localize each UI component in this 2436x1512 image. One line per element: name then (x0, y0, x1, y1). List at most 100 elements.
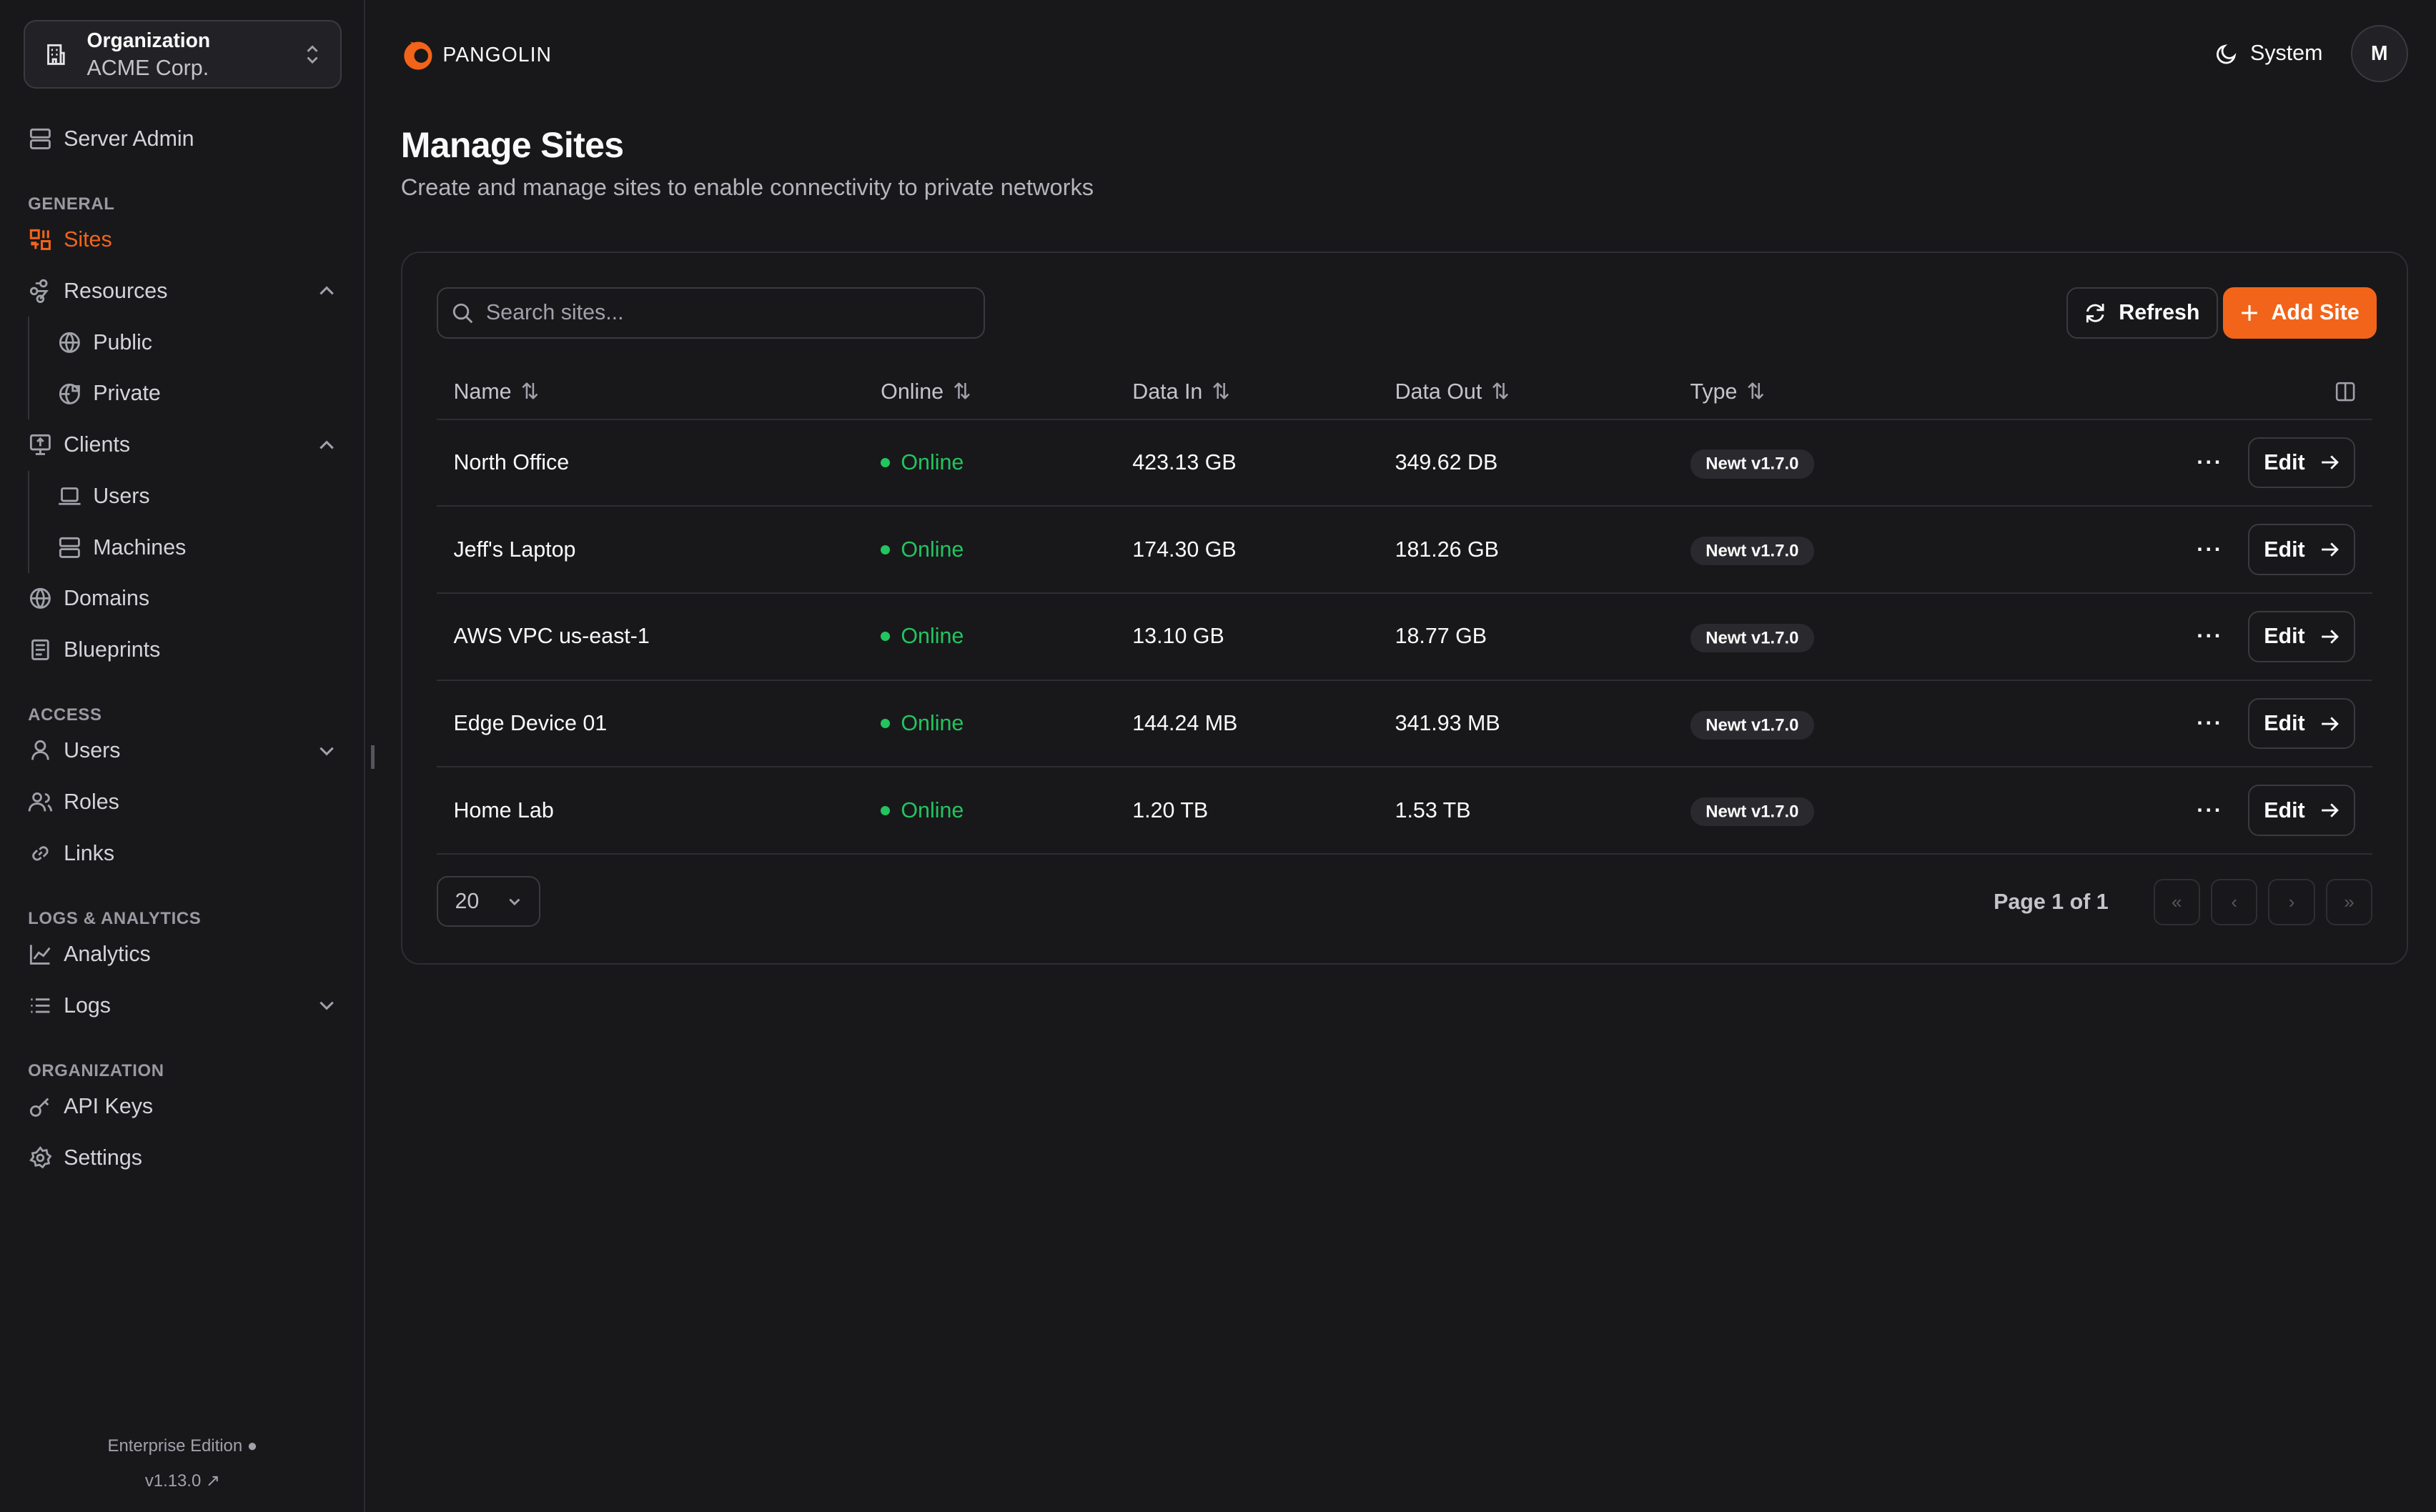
data-in: 423.13 GB (1115, 419, 1378, 507)
sites-icon (28, 227, 53, 252)
label: Users (64, 738, 121, 763)
sidebar-item-analytics[interactable]: Analytics (28, 929, 336, 980)
globe-lock-icon (57, 382, 82, 407)
sort-icon[interactable]: ⇅ (1212, 379, 1230, 404)
org-label: Organization (86, 28, 211, 51)
label: Blueprints (64, 637, 161, 662)
sidebar-item-machines[interactable]: Machines (57, 522, 335, 573)
moon-icon (2216, 43, 2237, 64)
edit-button[interactable]: Edit (2247, 437, 2355, 489)
waypoints-icon (28, 279, 53, 304)
edit-button[interactable]: Edit (2247, 524, 2355, 576)
section-general: GENERAL (28, 194, 115, 214)
chevron-down-icon[interactable] (317, 996, 336, 1015)
column-header[interactable]: Data Out ⇅ (1377, 364, 1673, 420)
chevron-down-icon[interactable] (317, 742, 336, 760)
data-out: 341.93 MB (1377, 680, 1673, 768)
sidebar-item-server-admin[interactable]: Server Admin (28, 114, 336, 165)
sidebar-item-private[interactable]: Private (57, 368, 335, 419)
search-field[interactable] (436, 287, 985, 339)
org-switcher[interactable]: Organization ACME Corp. (23, 20, 342, 89)
status-label: Online (901, 449, 964, 474)
arrow-right-icon (2320, 627, 2340, 646)
site-name: North Office (436, 419, 864, 507)
edit-label: Edit (2264, 449, 2305, 474)
chevron-up-icon[interactable] (317, 282, 336, 300)
column-header[interactable]: Type ⇅ (1673, 364, 1984, 420)
column-label: Online (881, 379, 944, 404)
status-dot (881, 457, 891, 467)
brand-logo[interactable]: PANGOLIN (401, 37, 552, 71)
edition-label: Enterprise Edition (107, 1436, 243, 1456)
sort-icon[interactable]: ⇅ (1491, 379, 1510, 404)
sidebar-item-settings[interactable]: Settings (28, 1132, 336, 1183)
column-label: Data In (1132, 379, 1203, 404)
sidebar-item-blueprints[interactable]: Blueprints (28, 625, 336, 676)
edition-link[interactable]: Enterprise Edition ● (108, 1436, 258, 1456)
more-actions-icon[interactable]: ··· (2197, 711, 2224, 736)
sidebar-item-domains[interactable]: Domains (28, 573, 336, 625)
type-badge: Newt v1.7.0 (1690, 449, 1815, 479)
refresh-label: Refresh (2119, 300, 2200, 325)
theme-toggle[interactable]: System (2216, 41, 2322, 66)
column-toggle[interactable] (1984, 364, 2372, 420)
sidebar-item-links[interactable]: Links (28, 827, 336, 879)
more-actions-icon[interactable]: ··· (2197, 449, 2224, 474)
label: Sites (64, 227, 112, 252)
status-dot (881, 719, 891, 729)
more-actions-icon[interactable]: ··· (2197, 537, 2224, 562)
sidebar-item-clients[interactable]: Clients (28, 419, 336, 471)
link-icon (28, 841, 53, 866)
search-icon (452, 302, 473, 324)
refresh-button[interactable]: Refresh (2066, 287, 2219, 339)
next-page-button[interactable]: › (2268, 879, 2315, 926)
columns-icon[interactable] (2335, 382, 2355, 402)
sort-icon[interactable]: ⇅ (1746, 379, 1765, 404)
status-badge: Online (881, 624, 1115, 649)
sidebar-item-public[interactable]: Public (57, 317, 335, 368)
column-header[interactable]: Data In ⇅ (1115, 364, 1378, 420)
sidebar-item-roles[interactable]: Roles (28, 777, 336, 828)
sidebar-item-sites[interactable]: Sites (28, 214, 336, 266)
chevron-up-icon[interactable] (317, 436, 336, 454)
sidebar-item-logs[interactable]: Logs (28, 980, 336, 1031)
sidebar-item-resources[interactable]: Resources (28, 266, 336, 317)
section-organization: ORGANIZATION (28, 1060, 164, 1080)
last-page-button[interactable]: » (2325, 879, 2373, 926)
first-page-button[interactable]: « (2153, 879, 2200, 926)
sort-icon[interactable]: ⇅ (520, 379, 540, 404)
table-row: Home Lab Online 1.20 TB 1.53 TB Newt v1.… (436, 767, 2372, 855)
search-input[interactable] (485, 300, 984, 326)
label: Clients (64, 432, 131, 457)
data-out: 181.26 GB (1377, 506, 1673, 595)
status-badge: Online (881, 537, 1115, 562)
column-header[interactable]: Name ⇅ (436, 364, 864, 420)
version-link[interactable]: v1.13.0 ↗ (145, 1471, 220, 1491)
status-dot (881, 632, 891, 642)
edit-button[interactable]: Edit (2247, 785, 2355, 837)
sidebar-item-users[interactable]: Users (28, 725, 336, 777)
table-row: Edge Device 01 Online 144.24 MB 341.93 M… (436, 680, 2372, 768)
sidebar-item-client-users[interactable]: Users (57, 471, 335, 522)
arrow-right-icon (2320, 801, 2340, 820)
edit-button[interactable]: Edit (2247, 697, 2355, 750)
type-badge: Newt v1.7.0 (1690, 537, 1815, 566)
add-site-button[interactable]: Add Site (2223, 287, 2377, 339)
prev-page-button[interactable]: ‹ (2211, 879, 2258, 926)
label: Links (64, 840, 115, 865)
sites-table: Name ⇅ Online ⇅ Data In ⇅ Data Out ⇅ Type ⇅ North… (436, 364, 2372, 855)
edit-button[interactable]: Edit (2247, 611, 2355, 662)
status-label: Online (901, 624, 964, 649)
user-avatar[interactable]: M (2350, 24, 2408, 83)
sidebar-item-api-keys[interactable]: API Keys (28, 1081, 336, 1133)
page-size-select[interactable]: 20 (436, 875, 541, 927)
more-actions-icon[interactable]: ··· (2197, 624, 2224, 649)
add-site-label: Add Site (2271, 300, 2360, 325)
sidebar-resize-handle[interactable] (371, 745, 375, 769)
monitor-up-icon (28, 432, 53, 457)
column-header[interactable]: Online ⇅ (863, 364, 1116, 420)
more-actions-icon[interactable]: ··· (2197, 797, 2224, 822)
arrow-right-icon (2320, 453, 2340, 472)
sort-icon[interactable]: ⇅ (953, 379, 971, 404)
edit-label: Edit (2264, 537, 2305, 562)
